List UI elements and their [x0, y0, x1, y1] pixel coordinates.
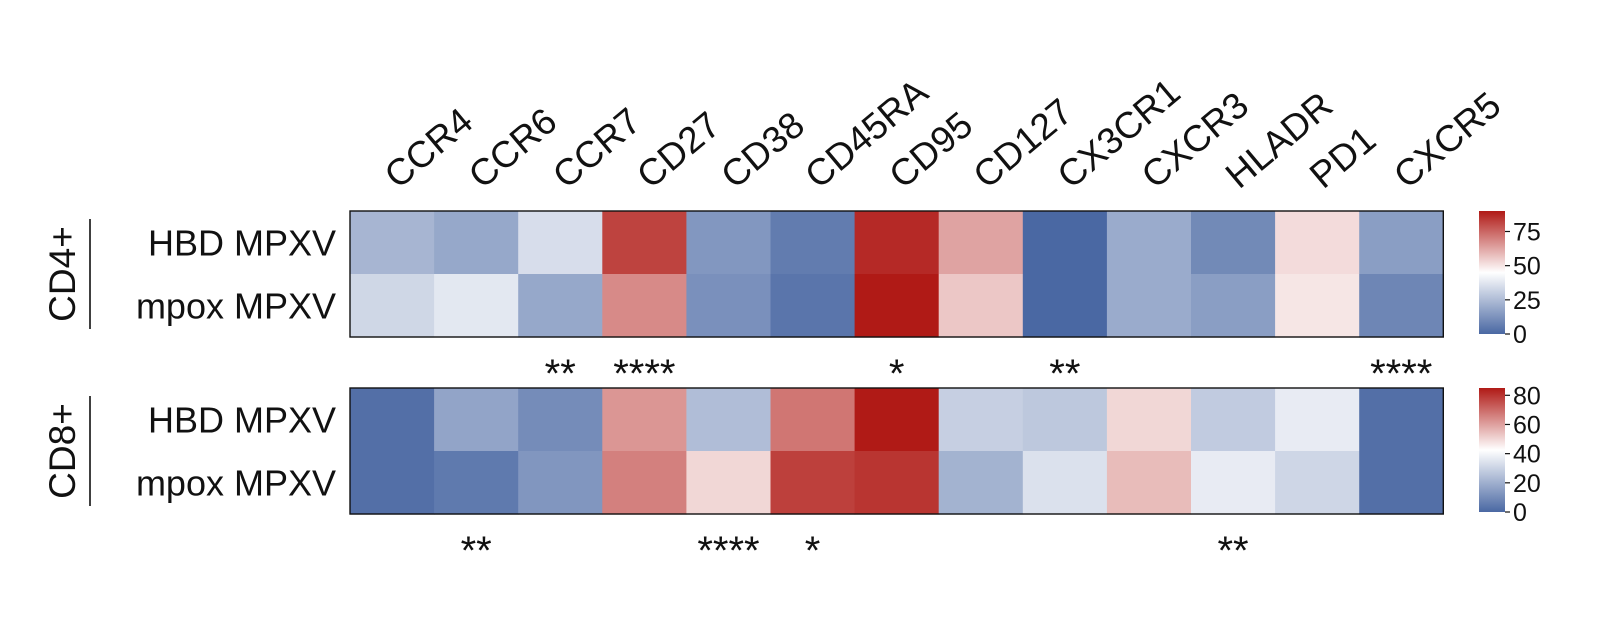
heatmap-cell	[518, 451, 603, 515]
significance-mark: *	[889, 352, 905, 396]
heatmap-cell	[1275, 211, 1360, 275]
heatmap-cell	[1191, 451, 1276, 515]
significance-mark: ****	[697, 529, 759, 573]
heatmap-cell	[1106, 211, 1192, 275]
heatmap-cell	[1022, 451, 1108, 515]
heatmap-cell	[1275, 388, 1360, 452]
column-label-ccr6: CCR6	[461, 100, 565, 196]
significance-mark: *	[805, 529, 821, 573]
column-labels: CCR4CCR6CCR7CD27CD38CD45RACD95CD127CX3CR…	[377, 71, 1509, 196]
colorbar-tick-label: 0	[1513, 321, 1527, 349]
heatmap-cell	[1106, 451, 1192, 515]
row-label: HBD MPXV	[148, 400, 336, 441]
colorbar-tick-label: 20	[1513, 470, 1541, 498]
row-label: mpox MPXV	[136, 286, 336, 327]
heatmap-cell	[1275, 274, 1360, 338]
heatmap-cell	[938, 388, 1024, 452]
heatmap-cell	[1022, 274, 1108, 338]
heatmap-cell	[938, 211, 1024, 275]
heatmap-cell	[1022, 211, 1108, 275]
heatmap-cell	[854, 274, 940, 338]
heatmap-cell	[518, 388, 603, 452]
heatmap-cell	[686, 451, 772, 515]
heatmap-cell	[770, 388, 856, 452]
row-label: mpox MPXV	[136, 463, 336, 504]
heatmap-cell	[1359, 451, 1444, 515]
heatmap-cell	[434, 274, 519, 338]
column-label-ccr4: CCR4	[377, 100, 481, 196]
heatmap-cell	[938, 451, 1024, 515]
heatmap-cell	[350, 274, 435, 338]
heatmap-cell	[938, 274, 1024, 338]
heatmap-cell	[602, 388, 687, 452]
heatmap-cell	[854, 388, 940, 452]
heatmap-cell	[1191, 211, 1276, 275]
heatmap-cell	[602, 451, 687, 515]
heatmap-cell	[686, 211, 772, 275]
heatmap-cell	[1106, 274, 1192, 338]
heatmap-cell	[434, 388, 519, 452]
heatmap-cell	[1191, 388, 1276, 452]
heatmap-cell	[1191, 274, 1276, 338]
significance-mark: **	[1217, 529, 1248, 573]
heatmap-cell	[1359, 211, 1444, 275]
heatmap-cell	[350, 388, 435, 452]
heatmap-cell	[350, 451, 435, 515]
colorbar-tick-label: 40	[1513, 441, 1541, 469]
heatmap-cell	[1275, 451, 1360, 515]
colorbar-tick-label: 60	[1513, 411, 1541, 439]
colorbar-tick-label: 50	[1513, 253, 1541, 281]
heatmap-cell	[518, 211, 603, 275]
heatmap-cell	[770, 451, 856, 515]
column-label-cd27: CD27	[629, 104, 728, 196]
colorbar-tick-label: 75	[1513, 219, 1541, 247]
heatmap-cell	[854, 211, 940, 275]
heatmap-cell	[602, 211, 687, 275]
heatmap-cell	[854, 451, 940, 515]
group-label: CD8+	[42, 403, 83, 499]
heatmap-cell	[434, 451, 519, 515]
heatmap-cell	[602, 274, 687, 338]
colorbar-tick-label: 0	[1513, 499, 1527, 527]
heatmap-border	[349, 387, 1445, 515]
significance-mark: **	[461, 529, 492, 573]
colorbar-tick-label: 80	[1513, 382, 1541, 410]
heatmap-cell	[350, 211, 435, 275]
column-label-cxcr5: CXCR5	[1386, 84, 1508, 196]
column-label-cd38: CD38	[713, 104, 812, 196]
heatmap-border	[349, 210, 1445, 338]
heatmap-cell	[686, 388, 772, 452]
heatmap-cell	[770, 211, 856, 275]
heatmap-cell	[518, 274, 603, 338]
colorbar	[1479, 211, 1505, 334]
colorbar-tick-label: 25	[1513, 287, 1541, 315]
group-label: CD4+	[42, 226, 83, 322]
heatmap-cell	[1022, 388, 1108, 452]
heatmap-cell	[1359, 388, 1444, 452]
colorbar	[1479, 388, 1505, 512]
heatmap-cell	[1359, 274, 1444, 338]
heatmap-cell	[770, 274, 856, 338]
row-label: HBD MPXV	[148, 223, 336, 264]
heatmap-cell	[686, 274, 772, 338]
heatmap-cell	[1106, 388, 1192, 452]
heatmap-cell	[434, 211, 519, 275]
column-label-ccr7: CCR7	[545, 100, 649, 196]
